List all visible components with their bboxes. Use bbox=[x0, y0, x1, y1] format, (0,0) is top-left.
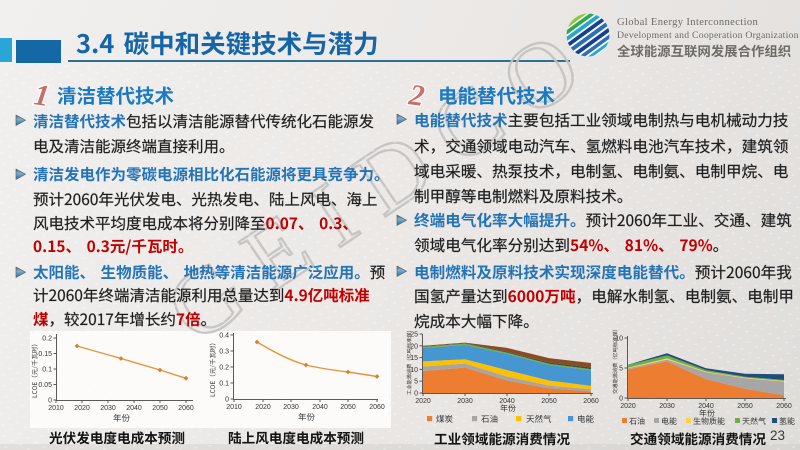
svg-text:2030: 2030 bbox=[283, 404, 299, 411]
svg-text:2020: 2020 bbox=[620, 403, 636, 410]
svg-text:2050: 2050 bbox=[340, 404, 356, 411]
svg-text:2010: 2010 bbox=[48, 405, 64, 412]
svg-text:25: 25 bbox=[410, 332, 418, 339]
svg-text:2020: 2020 bbox=[255, 404, 271, 411]
svg-text:0: 0 bbox=[225, 397, 229, 404]
svg-text:2050: 2050 bbox=[152, 405, 168, 412]
svg-text:23: 23 bbox=[770, 428, 785, 443]
svg-text:2060: 2060 bbox=[178, 405, 194, 412]
svg-text:0.15: 0.15 bbox=[38, 351, 52, 358]
svg-text:2030: 2030 bbox=[100, 405, 116, 412]
svg-text:5: 5 bbox=[414, 379, 418, 386]
svg-text:2030: 2030 bbox=[659, 403, 675, 410]
svg-text:0.4: 0.4 bbox=[219, 333, 229, 340]
svg-text:2020: 2020 bbox=[74, 405, 90, 412]
svg-text:2060: 2060 bbox=[583, 398, 599, 405]
svg-text:2030: 2030 bbox=[457, 398, 473, 405]
svg-text:0.2: 0.2 bbox=[42, 336, 52, 343]
svg-text:2050: 2050 bbox=[541, 398, 557, 405]
svg-text:10: 10 bbox=[410, 367, 418, 374]
svg-text:1: 1 bbox=[32, 78, 51, 113]
svg-text:10: 10 bbox=[615, 336, 623, 343]
svg-text:2040: 2040 bbox=[698, 403, 714, 410]
svg-text:0.1: 0.1 bbox=[42, 367, 52, 374]
svg-text:2010: 2010 bbox=[226, 404, 242, 411]
svg-text:2060: 2060 bbox=[776, 403, 792, 410]
svg-text:2060: 2060 bbox=[369, 404, 385, 411]
svg-text:5: 5 bbox=[619, 366, 623, 373]
svg-text:0: 0 bbox=[619, 396, 623, 403]
svg-text:2020: 2020 bbox=[415, 398, 431, 405]
svg-text:2040: 2040 bbox=[312, 404, 328, 411]
svg-text:0.1: 0.1 bbox=[219, 381, 229, 388]
svg-text:0.05: 0.05 bbox=[38, 382, 52, 389]
svg-text:20: 20 bbox=[410, 343, 418, 350]
svg-text:2040: 2040 bbox=[499, 398, 515, 405]
svg-text:2: 2 bbox=[406, 78, 426, 113]
svg-text:2040: 2040 bbox=[126, 405, 142, 412]
svg-text:0.2: 0.2 bbox=[219, 365, 229, 372]
svg-text:0: 0 bbox=[48, 398, 52, 405]
svg-text:15: 15 bbox=[410, 355, 418, 362]
svg-text:0: 0 bbox=[414, 391, 418, 398]
svg-text:0.3: 0.3 bbox=[219, 349, 229, 356]
svg-text:2050: 2050 bbox=[737, 403, 753, 410]
